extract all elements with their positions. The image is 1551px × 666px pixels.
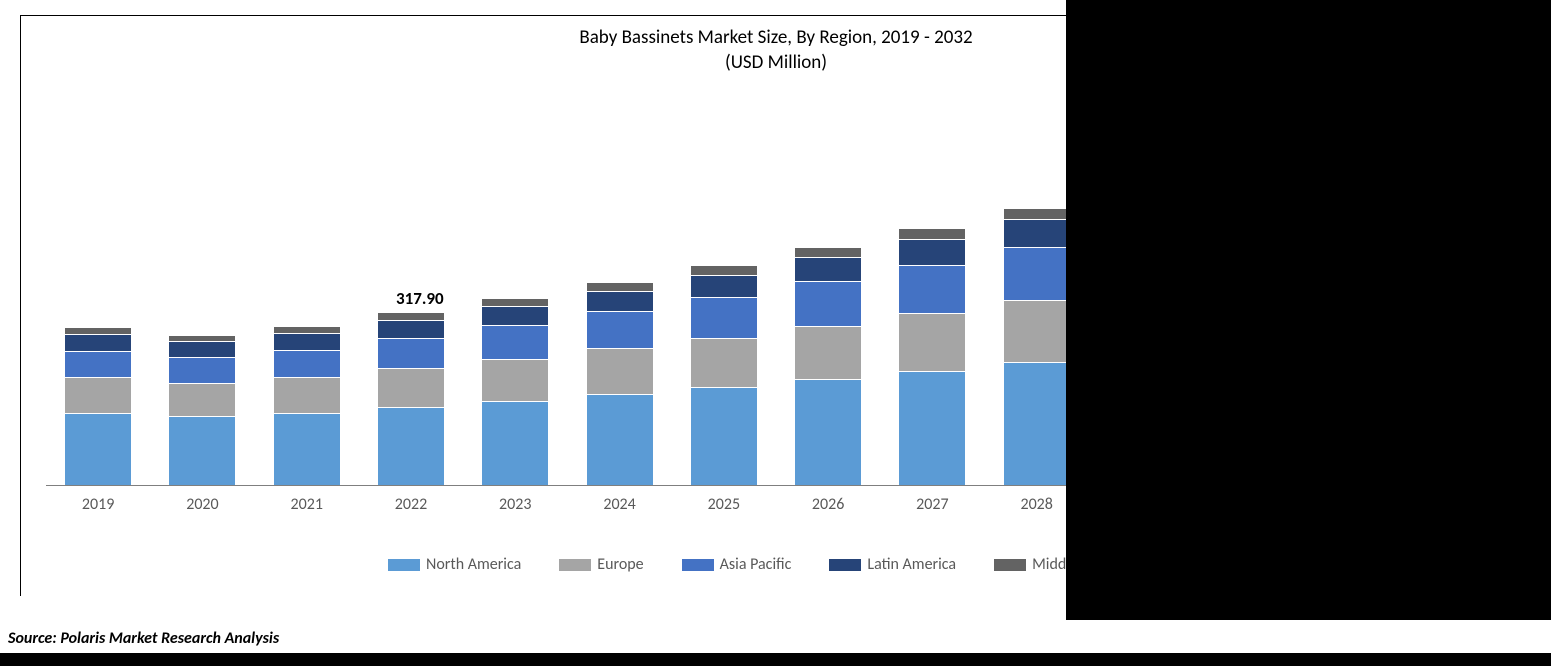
black-overlay-right [1066, 0, 1551, 620]
segment-latin-america [1004, 219, 1070, 246]
segment-middle-east-africa [1004, 208, 1070, 220]
bar-2023 [482, 298, 548, 485]
bar-group [567, 282, 671, 485]
segment-north-america [65, 413, 131, 485]
segment-europe [378, 368, 444, 407]
legend-label: Latin America [867, 555, 956, 574]
segment-middle-east-africa [587, 282, 653, 291]
bar-2024 [587, 282, 653, 485]
segment-north-america [482, 401, 548, 485]
segment-middle-east-africa [169, 335, 235, 342]
segment-north-america [691, 387, 757, 485]
segment-europe [587, 348, 653, 394]
legend-label: Europe [597, 555, 643, 574]
bar-group [46, 327, 150, 485]
segment-latin-america [795, 257, 861, 281]
segment-asia-pacific [691, 297, 757, 338]
segment-north-america [587, 394, 653, 485]
bar-2028 [1004, 208, 1070, 485]
segment-middle-east-africa [274, 326, 340, 333]
segment-latin-america [899, 239, 965, 265]
segment-middle-east-africa [795, 247, 861, 257]
bar-group [880, 228, 984, 485]
segment-europe [482, 359, 548, 401]
segment-asia-pacific [378, 338, 444, 369]
title-line1: Baby Bassinets Market Size, By Region, 2… [579, 26, 972, 49]
segment-middle-east-africa [899, 228, 965, 239]
source-text: Source: Polaris Market Research Analysis [8, 629, 279, 648]
bar-group [463, 298, 567, 485]
segment-middle-east-africa [482, 298, 548, 306]
x-label: 2022 [359, 495, 463, 514]
bar-2025 [691, 265, 757, 485]
bar-group [255, 326, 359, 485]
segment-asia-pacific [587, 311, 653, 348]
segment-latin-america [169, 341, 235, 357]
x-label: 2020 [150, 495, 254, 514]
segment-north-america [378, 407, 444, 485]
segment-europe [795, 326, 861, 380]
bar-2019 [65, 327, 131, 485]
legend-swatch [682, 559, 714, 571]
segment-latin-america [65, 334, 131, 351]
segment-north-america [1004, 362, 1070, 485]
bottom-black-bar [0, 653, 1551, 666]
segment-latin-america [691, 275, 757, 297]
segment-latin-america [587, 291, 653, 312]
segment-latin-america [378, 320, 444, 338]
title-line2: (USD Million) [725, 51, 827, 74]
bar-2027 [899, 228, 965, 485]
legend-item: Europe [559, 555, 643, 574]
x-label: 2021 [255, 495, 359, 514]
segment-europe [65, 377, 131, 412]
segment-europe [691, 338, 757, 388]
x-label: 2025 [672, 495, 776, 514]
segment-north-america [795, 379, 861, 485]
segment-north-america [169, 416, 235, 485]
legend-label: Asia Pacific [720, 555, 792, 574]
segment-europe [1004, 300, 1070, 363]
segment-middle-east-africa [65, 327, 131, 334]
segment-middle-east-africa [691, 265, 757, 274]
legend-swatch [994, 559, 1026, 571]
legend-swatch [559, 559, 591, 571]
segment-europe [899, 313, 965, 371]
x-label: 2026 [776, 495, 880, 514]
segment-latin-america [274, 333, 340, 350]
legend-swatch [388, 559, 420, 571]
segment-latin-america [482, 306, 548, 325]
bar-group [359, 312, 463, 485]
x-label: 2023 [463, 495, 567, 514]
segment-asia-pacific [274, 350, 340, 377]
segment-europe [274, 377, 340, 413]
legend-swatch [829, 559, 861, 571]
bar-2021 [274, 326, 340, 485]
bar-2022 [378, 312, 444, 485]
bar-2026 [795, 247, 861, 485]
segment-asia-pacific [169, 357, 235, 382]
segment-asia-pacific [1004, 247, 1070, 300]
legend-item: North America [388, 555, 521, 574]
x-label: 2019 [46, 495, 150, 514]
segment-asia-pacific [795, 281, 861, 325]
segment-middle-east-africa [378, 312, 444, 320]
legend-item: Asia Pacific [682, 555, 792, 574]
x-label: 2024 [567, 495, 671, 514]
legend-item: Latin America [829, 555, 956, 574]
bar-group [776, 247, 880, 485]
legend-label: North America [426, 555, 521, 574]
segment-north-america [899, 371, 965, 485]
bar-group [150, 335, 254, 485]
segment-asia-pacific [899, 265, 965, 314]
x-label: 2027 [880, 495, 984, 514]
bar-group [672, 265, 776, 485]
data-label-2022: 317.90 [396, 288, 444, 309]
segment-north-america [274, 413, 340, 485]
segment-europe [169, 383, 235, 417]
segment-asia-pacific [482, 325, 548, 359]
bar-2020 [169, 335, 235, 485]
segment-asia-pacific [65, 351, 131, 377]
